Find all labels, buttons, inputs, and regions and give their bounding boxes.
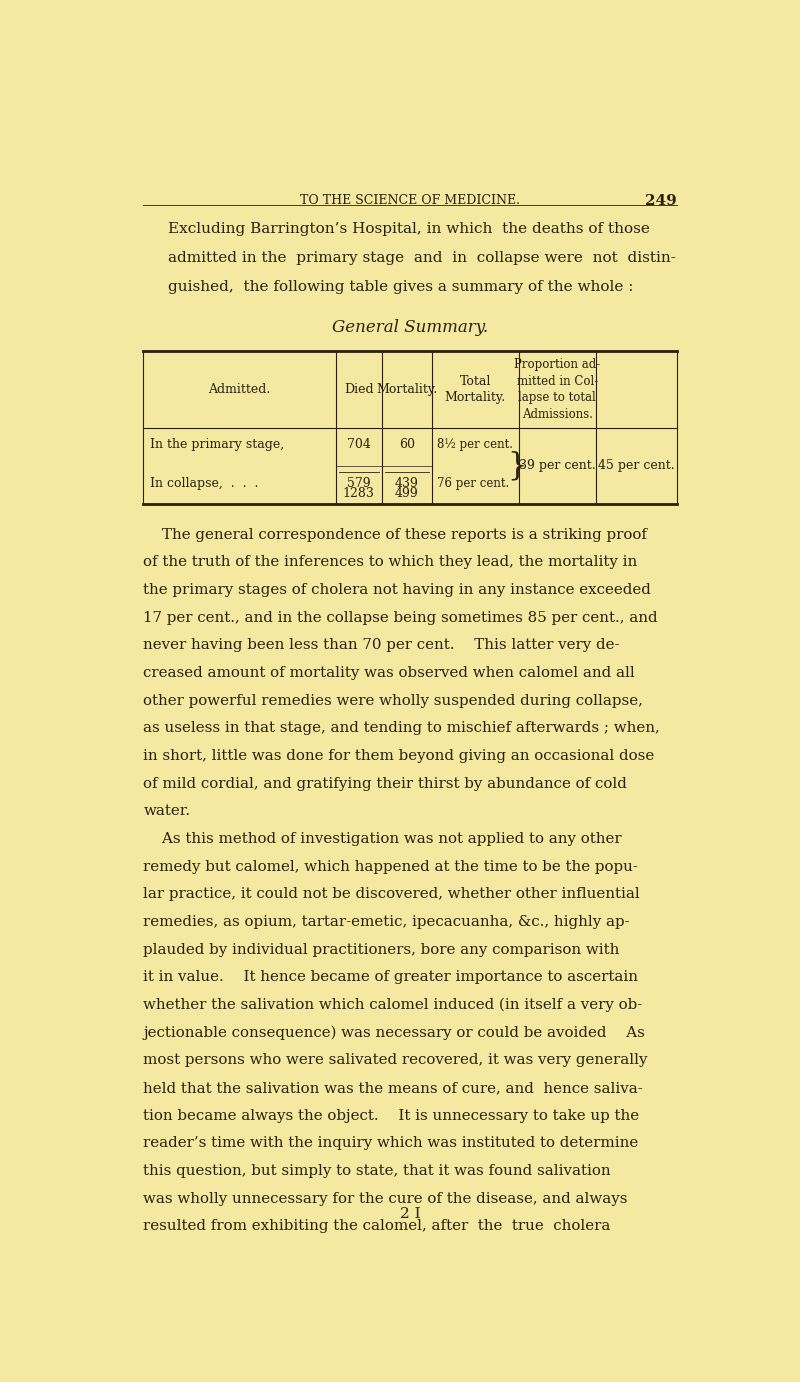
Text: 8½ per cent.: 8½ per cent. [437,438,513,452]
Text: plauded by individual practitioners, bore any comparison with: plauded by individual practitioners, bor… [143,943,620,956]
Text: reader’s time with the inquiry which was instituted to determine: reader’s time with the inquiry which was… [143,1136,638,1150]
Text: 499: 499 [395,488,418,500]
Text: other powerful remedies were wholly suspended during collapse,: other powerful remedies were wholly susp… [143,694,643,708]
Text: TO THE SCIENCE OF MEDICINE.: TO THE SCIENCE OF MEDICINE. [300,193,520,206]
Text: tion became always the object.  It is unnecessary to take up the: tion became always the object. It is unn… [143,1108,639,1122]
Text: General Summary.: General Summary. [332,319,488,336]
Text: 39 per cent.: 39 per cent. [519,459,595,473]
Text: Admitted.: Admitted. [208,383,270,395]
Text: it in value.  It hence became of greater importance to ascertain: it in value. It hence became of greater … [143,970,638,984]
Text: 1283: 1283 [343,488,374,500]
Text: admitted in the  primary stage  and  in  collapse were  not  distin-: admitted in the primary stage and in col… [168,252,676,265]
Text: creased amount of mortality was observed when calomel and all: creased amount of mortality was observed… [143,666,635,680]
Text: Mortality.: Mortality. [376,383,438,395]
Text: never having been less than 70 per cent.  This latter very de-: never having been less than 70 per cent.… [143,638,620,652]
Text: 249: 249 [645,193,677,207]
Text: remedies, as opium, tartar-emetic, ipecacuanha, &c., highly ap-: remedies, as opium, tartar-emetic, ipeca… [143,915,630,929]
Text: 439: 439 [395,477,419,489]
Text: of the truth of the inferences to which they lead, the mortality in: of the truth of the inferences to which … [143,556,638,569]
Text: Total
Mortality.: Total Mortality. [445,375,506,404]
Text: 60: 60 [399,438,415,452]
Text: as useless in that stage, and tending to mischief afterwards ; when,: as useless in that stage, and tending to… [143,721,660,735]
Text: resulted from exhibiting the calomel, after  the  true  cholera: resulted from exhibiting the calomel, af… [143,1219,610,1233]
Text: jectionable consequence) was necessary or could be avoided  As: jectionable consequence) was necessary o… [143,1025,646,1041]
Text: 17 per cent., and in the collapse being sometimes 85 per cent., and: 17 per cent., and in the collapse being … [143,611,658,625]
Text: the primary stages of cholera not having in any instance exceeded: the primary stages of cholera not having… [143,583,651,597]
Text: The general correspondence of these reports is a striking proof: The general correspondence of these repo… [143,528,647,542]
Text: this question, but simply to state, that it was found salivation: this question, but simply to state, that… [143,1164,611,1177]
Text: }: } [507,451,526,481]
Text: Died: Died [344,383,374,395]
Text: lar practice, it could not be discovered, whether other influential: lar practice, it could not be discovered… [143,887,640,901]
Text: whether the salivation which calomel induced (in itself a very ob-: whether the salivation which calomel ind… [143,998,642,1013]
Text: held that the salivation was the means of cure, and  hence saliva-: held that the salivation was the means o… [143,1081,643,1095]
Text: In collapse,  .  .  .: In collapse, . . . [150,477,258,489]
Text: water.: water. [143,804,190,818]
Text: 704: 704 [347,438,370,452]
Text: In the primary stage,: In the primary stage, [150,438,284,452]
Text: in short, little was done for them beyond giving an occasional dose: in short, little was done for them beyon… [143,749,654,763]
Text: 45 per cent.: 45 per cent. [598,459,674,473]
Text: of mild cordial, and gratifying their thirst by abundance of cold: of mild cordial, and gratifying their th… [143,777,627,791]
Text: Proportion ad-
mitted in Col-
lapse to total
Admissions.: Proportion ad- mitted in Col- lapse to t… [514,358,600,420]
Text: Excluding Barrington’s Hospital, in which  the deaths of those: Excluding Barrington’s Hospital, in whic… [168,223,650,236]
Text: 2 I: 2 I [400,1206,420,1220]
Text: most persons who were salivated recovered, it was very generally: most persons who were salivated recovere… [143,1053,648,1067]
Text: 76 per cent.: 76 per cent. [437,477,509,489]
Text: guished,  the following table gives a summary of the whole :: guished, the following table gives a sum… [168,279,634,294]
Text: 579: 579 [347,477,370,489]
Text: was wholly unnecessary for the cure of the disease, and always: was wholly unnecessary for the cure of t… [143,1191,628,1205]
Text: As this method of investigation was not applied to any other: As this method of investigation was not … [143,832,622,846]
Text: remedy but calomel, which happened at the time to be the popu-: remedy but calomel, which happened at th… [143,860,638,873]
